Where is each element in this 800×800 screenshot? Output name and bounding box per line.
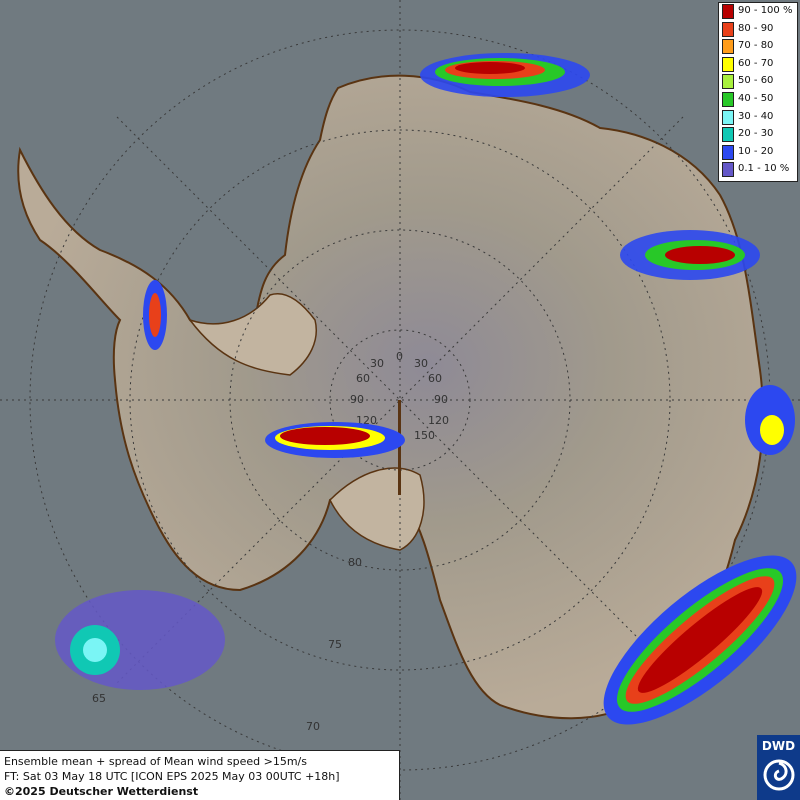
- legend-label-30-40: 30 - 40: [738, 110, 774, 122]
- legend-swatch-20-30: [722, 127, 734, 143]
- meridian-marker: [398, 400, 401, 495]
- legend-label-10-20: 10 - 20: [738, 145, 774, 157]
- legend-row-30-40: 30 - 40: [719, 109, 799, 127]
- ice-shelf: [187, 293, 317, 376]
- dwd-swirl-icon: [763, 759, 795, 791]
- legend-row-70-80: 70 - 80: [719, 38, 799, 56]
- lon-label-90w: 90: [350, 393, 364, 406]
- lon-label-90e: 90: [434, 393, 448, 406]
- lon-label-30e: 30: [414, 357, 428, 370]
- wind-probability-overlay: [55, 53, 797, 725]
- legend-row-40-50: 40 - 50: [719, 91, 799, 109]
- dwd-logo-text: DWD: [761, 739, 796, 753]
- lat-label-70: 70: [306, 720, 320, 733]
- legend-row-10-20: 10 - 20: [719, 144, 799, 162]
- legend-swatch-60-70: [722, 56, 734, 72]
- legend: 90 - 100 % 80 - 90 70 - 80 60 - 70 50 - …: [718, 2, 798, 182]
- legend-row-80-90: 80 - 90: [719, 21, 799, 39]
- lon-label-60w: 60: [356, 372, 370, 385]
- legend-swatch-50-60: [722, 74, 734, 90]
- legend-label-90-100: 90 - 100 %: [738, 5, 793, 16]
- forecast-time: FT: Sat 03 May 18 UTC [ICON EPS 2025 May…: [4, 770, 340, 783]
- legend-swatch-10-20: [722, 144, 734, 160]
- legend-row-50-60: 50 - 60: [719, 73, 799, 91]
- legend-row-60-70: 60 - 70: [719, 56, 799, 74]
- lon-label-150e: 150: [414, 429, 435, 442]
- legend-label-80-90: 80 - 90: [738, 22, 774, 34]
- legend-label-40-50: 40 - 50: [738, 93, 774, 104]
- lon-label-0: 0: [396, 350, 403, 363]
- legend-swatch-90-100: [722, 4, 734, 19]
- product-description: Ensemble mean + spread of Mean wind spee…: [4, 755, 307, 768]
- lon-label-120e: 120: [428, 414, 449, 427]
- legend-swatch-70-80: [722, 39, 734, 55]
- legend-label-60-70: 60 - 70: [738, 57, 774, 69]
- dwd-logo: DWD: [757, 735, 800, 800]
- lat-label-75: 75: [328, 638, 342, 651]
- legend-swatch-40-50: [722, 92, 734, 107]
- legend-label-20-30: 20 - 30: [738, 128, 774, 140]
- legend-swatch-30-40: [722, 109, 734, 125]
- legend-swatch-80-90: [722, 21, 734, 37]
- legend-label-0-10: 0.1 - 10 %: [738, 163, 790, 175]
- legend-row-90-100: 90 - 100 %: [719, 3, 799, 21]
- legend-label-50-60: 50 - 60: [738, 75, 774, 87]
- lon-label-60e: 60: [428, 372, 442, 385]
- legend-label-70-80: 70 - 80: [738, 40, 774, 52]
- lat-label-80: 80: [348, 556, 362, 569]
- copyright: ©2025 Deutscher Wetterdienst: [4, 785, 199, 798]
- forecast-info-box: Ensemble mean + spread of Mean wind spee…: [0, 750, 400, 800]
- lon-label-30w: 30: [370, 357, 384, 370]
- lat-label-65: 65: [92, 692, 106, 705]
- legend-row-20-30: 20 - 30: [719, 126, 799, 144]
- legend-swatch-0-10: [722, 162, 734, 178]
- legend-row-0-10: 0.1 - 10 %: [719, 161, 799, 179]
